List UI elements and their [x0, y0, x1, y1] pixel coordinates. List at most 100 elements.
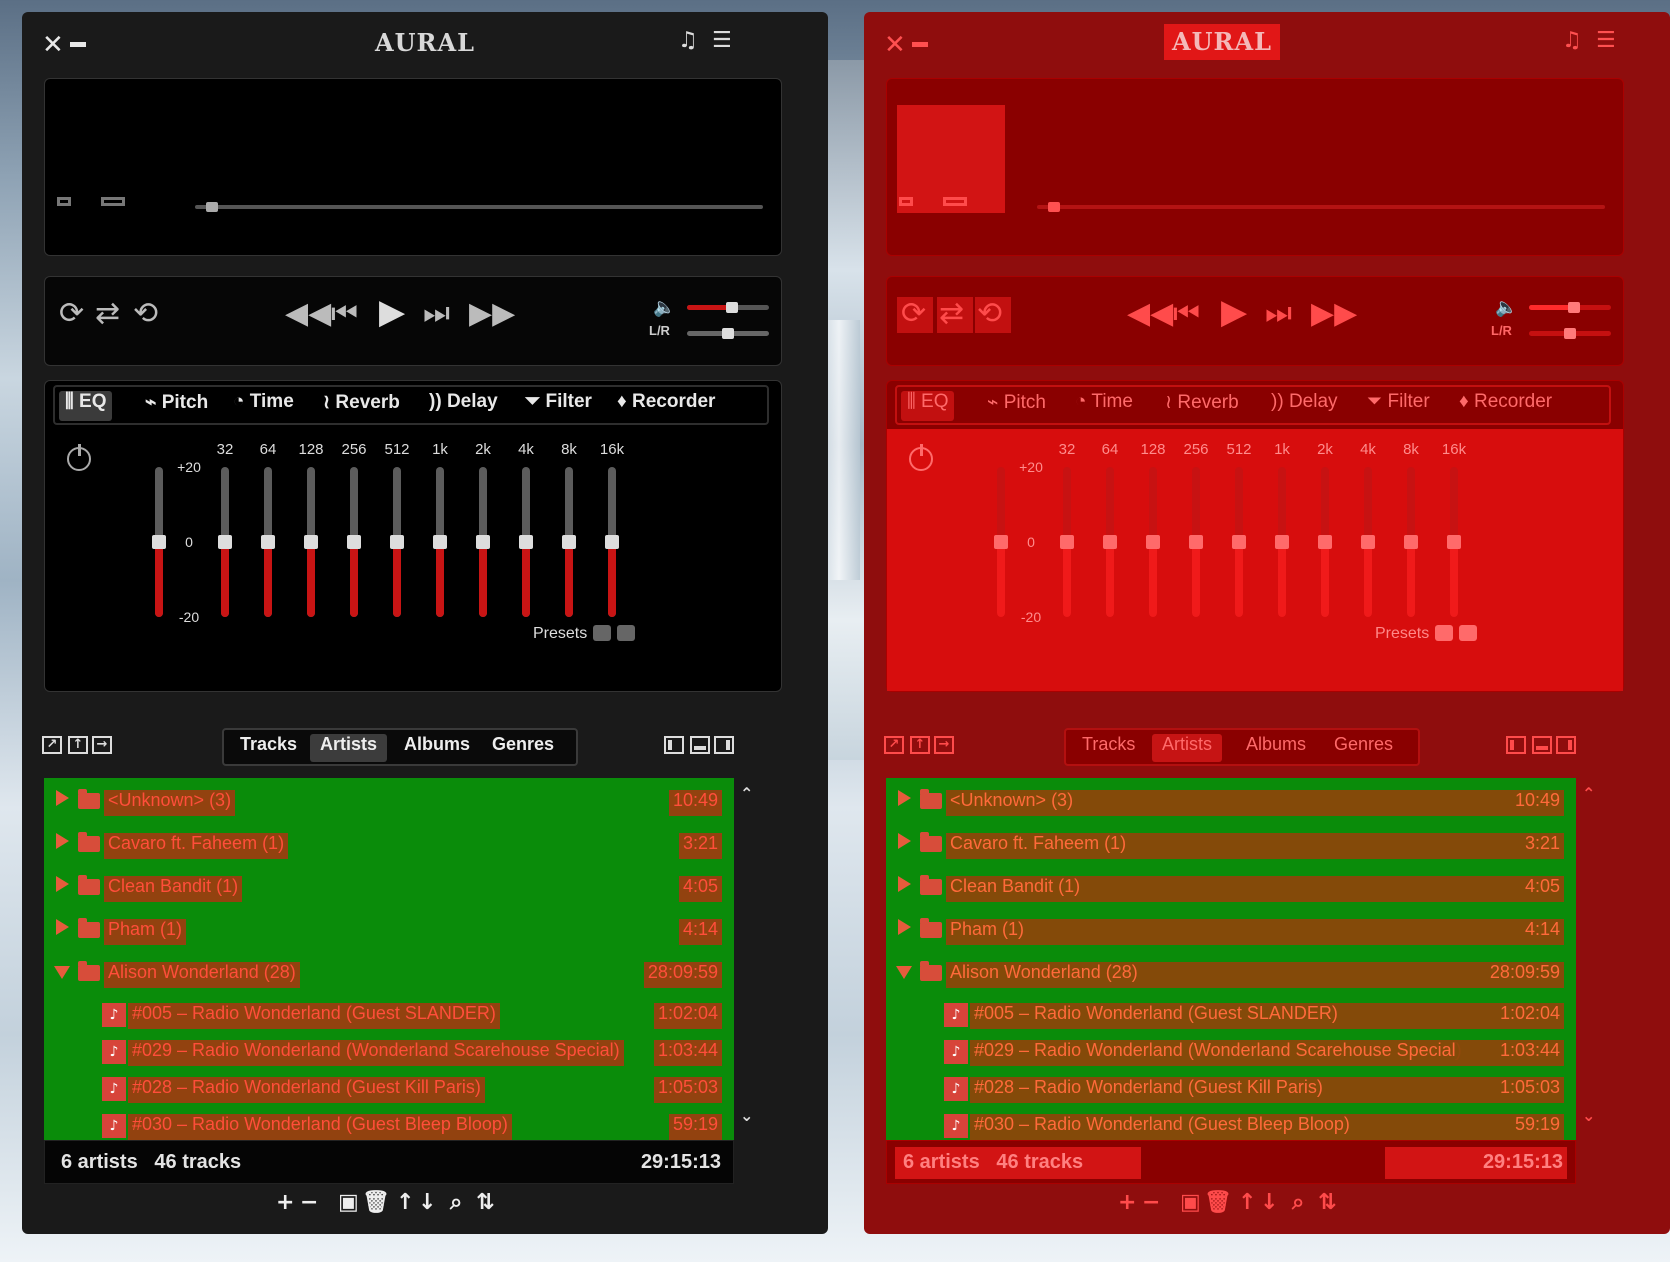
eq-band-slider[interactable]: [1404, 467, 1418, 617]
eq-band-slider-knob[interactable]: [605, 535, 619, 549]
export-icon[interactable]: →: [92, 736, 112, 754]
disclosure-right-icon[interactable]: [56, 876, 69, 892]
trash-icon[interactable]: 🗑: [1204, 1190, 1232, 1215]
tab-artists[interactable]: Artists: [310, 734, 388, 762]
disclosure-right-icon[interactable]: [898, 876, 911, 892]
eq-band-slider[interactable]: [1146, 467, 1160, 617]
artist-row[interactable]: Pham (1) 4:14: [886, 913, 1576, 956]
eq-band-slider-knob[interactable]: [1146, 535, 1160, 549]
save-icon[interactable]: ▣: [1180, 1190, 1201, 1215]
add-icon[interactable]: +: [1118, 1190, 1137, 1215]
save-preset-icon[interactable]: [617, 625, 635, 641]
save-icon[interactable]: ▣: [338, 1190, 359, 1215]
layout-right-icon[interactable]: [714, 736, 734, 754]
eq-band-slider-knob[interactable]: [1404, 535, 1418, 549]
tab-eq[interactable]: ⫼ EQ: [901, 391, 955, 421]
seek-backward-icon[interactable]: ◀◀: [285, 296, 332, 331]
eq-band-slider[interactable]: [1060, 467, 1074, 617]
scroll-bottom-icon[interactable]: ⌄: [740, 1106, 754, 1125]
volume-slider[interactable]: [687, 302, 769, 313]
layout-bottom-icon[interactable]: [1532, 736, 1552, 754]
disclosure-down-icon[interactable]: [896, 966, 912, 979]
shuffle-icon[interactable]: ⇄: [939, 296, 965, 331]
eq-band-slider[interactable]: [605, 467, 619, 617]
track-row[interactable]: ♪ #028 – Radio Wonderland (Guest Kill Par…: [886, 1073, 1576, 1110]
next-track-icon[interactable]: ⏭: [423, 296, 450, 331]
eq-band-slider-knob[interactable]: [304, 535, 318, 549]
seek-knob[interactable]: [1048, 202, 1061, 212]
tab-genres[interactable]: Genres: [1334, 734, 1394, 754]
eq-band-slider[interactable]: [1103, 467, 1117, 617]
tab-time[interactable]: ◔ Time: [233, 391, 294, 412]
track-row[interactable]: ♪ #030 – Radio Wonderland (Guest Bleep Bl…: [44, 1110, 734, 1140]
track-row[interactable]: ♪ #005 – Radio Wonderland (Guest SLANDER)…: [44, 999, 734, 1036]
preset-dropdown-icon[interactable]: [593, 625, 611, 641]
track-row[interactable]: ♪ #030 – Radio Wonderland (Guest Bleep Bl…: [886, 1110, 1576, 1140]
disclosure-right-icon[interactable]: [898, 919, 911, 935]
scroll-top-icon[interactable]: ⌃: [740, 784, 754, 803]
effects-icon[interactable]: ☰: [1596, 28, 1616, 53]
eq-band-slider[interactable]: [519, 467, 533, 617]
seek-knob[interactable]: [206, 202, 219, 212]
tab-recorder[interactable]: ♦ Recorder: [1459, 391, 1553, 412]
pop-out-icon[interactable]: ↗: [884, 736, 904, 754]
eq-band-slider-knob[interactable]: [476, 535, 490, 549]
tab-artists[interactable]: Artists: [1152, 734, 1223, 762]
pop-out-icon[interactable]: ↗: [42, 736, 62, 754]
artist-row[interactable]: Clean Bandit (1) 4:05: [44, 870, 734, 913]
tab-reverb[interactable]: ≀ Reverb: [323, 392, 400, 413]
disclosure-right-icon[interactable]: [56, 833, 69, 849]
eq-band-slider-knob[interactable]: [261, 535, 275, 549]
scroll-bottom-icon[interactable]: ⌄: [1582, 1106, 1596, 1125]
search-icon[interactable]: ⌕: [450, 1190, 463, 1215]
track-row[interactable]: ♪ #028 – Radio Wonderland (Guest Kill Par…: [44, 1073, 734, 1110]
playlist-icon[interactable]: ♫: [1562, 28, 1582, 53]
eq-band-slider[interactable]: [390, 467, 404, 617]
eq-preamp-slider-knob[interactable]: [994, 535, 1008, 549]
artist-row[interactable]: Cavaro ft. Faheem (1) 3:21: [886, 827, 1576, 870]
repeat-icon[interactable]: ⟳: [59, 296, 85, 331]
eq-band-slider-knob[interactable]: [390, 535, 404, 549]
track-row[interactable]: ♪ #029 – Radio Wonderland (Wonderland Sca…: [886, 1036, 1576, 1073]
eq-band-slider-knob[interactable]: [1103, 535, 1117, 549]
ab-loop-icon[interactable]: ⟲: [133, 296, 159, 331]
eq-band-slider[interactable]: [1318, 467, 1332, 617]
move-up-icon[interactable]: ↑: [396, 1190, 415, 1215]
eq-preamp-slider-knob[interactable]: [152, 535, 166, 549]
artist-row[interactable]: <Unknown> (3) 10:49: [44, 784, 734, 827]
layout-left-icon[interactable]: [1506, 736, 1526, 754]
minimize-icon[interactable]: [912, 42, 928, 47]
next-track-icon[interactable]: ⏭: [1265, 296, 1292, 331]
eq-band-slider-knob[interactable]: [1361, 535, 1375, 549]
layout-right-icon[interactable]: [1556, 736, 1576, 754]
eq-band-slider-knob[interactable]: [1232, 535, 1246, 549]
volume-knob[interactable]: [726, 302, 739, 313]
balance-knob[interactable]: [1564, 328, 1576, 339]
artist-row[interactable]: Alison Wonderland (28) 28:09:59: [886, 956, 1576, 999]
tab-tracks[interactable]: Tracks: [1082, 734, 1136, 754]
preset-dropdown-icon[interactable]: [1435, 625, 1453, 641]
disclosure-right-icon[interactable]: [56, 790, 69, 806]
eq-band-slider[interactable]: [1447, 467, 1461, 617]
remove-icon[interactable]: −: [300, 1190, 319, 1215]
balance-knob[interactable]: [722, 328, 734, 339]
eq-band-slider-knob[interactable]: [218, 535, 232, 549]
tab-delay[interactable]: )) Delay: [1271, 391, 1338, 412]
trash-icon[interactable]: 🗑: [362, 1190, 390, 1215]
move-up-icon[interactable]: ↑: [1238, 1190, 1257, 1215]
tab-filter[interactable]: ⏷ Filter: [525, 391, 592, 412]
balance-slider[interactable]: [687, 328, 769, 339]
eq-band-slider-knob[interactable]: [519, 535, 533, 549]
playlist-icon[interactable]: ♫: [678, 28, 698, 53]
remove-icon[interactable]: −: [1142, 1190, 1161, 1215]
tab-filter[interactable]: ⏷ Filter: [1367, 391, 1430, 412]
artist-list[interactable]: <Unknown> (3) 10:49 Cavaro ft. Faheem (1) 3…: [886, 778, 1576, 1140]
upload-icon[interactable]: ↑: [68, 736, 88, 754]
eq-band-slider[interactable]: [261, 467, 275, 617]
shuffle-icon[interactable]: ⇄: [95, 296, 121, 331]
move-down-icon[interactable]: ↓: [418, 1190, 437, 1215]
effects-icon[interactable]: ☰: [712, 28, 732, 53]
scroll-top-icon[interactable]: ⌃: [1582, 784, 1596, 803]
tab-pitch[interactable]: ⌁ Pitch: [987, 392, 1046, 413]
seek-slider[interactable]: [195, 202, 763, 212]
